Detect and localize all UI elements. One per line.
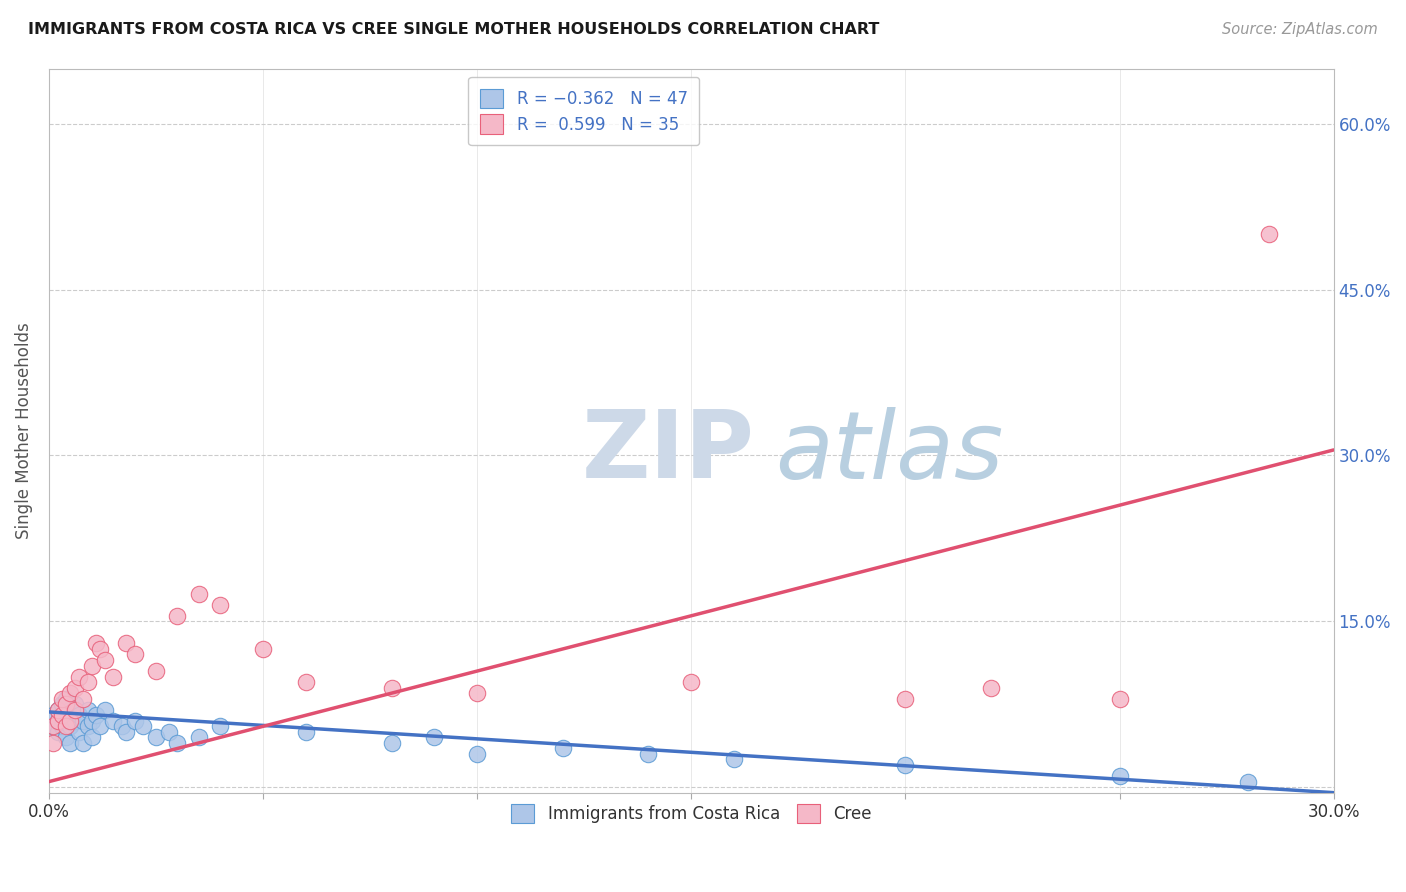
Point: [145, 664, 167, 678]
Point: [1108, 769, 1130, 783]
Point: [63, 703, 86, 717]
Point: [111, 719, 134, 733]
Point: [465, 747, 488, 761]
Point: [51, 719, 73, 733]
Point: [59, 703, 82, 717]
Point: [67, 708, 90, 723]
Point: [55, 691, 77, 706]
Point: [380, 736, 402, 750]
Point: [55, 719, 77, 733]
Point: [42, 708, 65, 723]
Point: [46, 703, 69, 717]
Point: [42, 719, 65, 733]
Point: [59, 736, 82, 750]
Point: [637, 747, 659, 761]
Point: [51, 708, 73, 723]
Point: [63, 697, 86, 711]
Point: [80, 714, 103, 728]
Point: [63, 681, 86, 695]
Point: [132, 719, 155, 733]
Point: [423, 731, 446, 745]
Point: [46, 714, 69, 728]
Point: [72, 714, 94, 728]
Point: [59, 686, 82, 700]
Point: [295, 675, 318, 690]
Point: [157, 724, 180, 739]
Point: [59, 714, 82, 728]
Text: Source: ZipAtlas.com: Source: ZipAtlas.com: [1222, 22, 1378, 37]
Point: [145, 731, 167, 745]
Point: [551, 741, 574, 756]
Point: [894, 758, 917, 772]
Point: [1108, 691, 1130, 706]
Point: [103, 714, 125, 728]
Point: [84, 708, 107, 723]
Point: [80, 731, 103, 745]
Point: [51, 697, 73, 711]
Point: [1258, 227, 1281, 242]
Legend: Immigrants from Costa Rica, Cree: Immigrants from Costa Rica, Cree: [499, 792, 883, 835]
Point: [103, 669, 125, 683]
Point: [55, 697, 77, 711]
Point: [124, 714, 146, 728]
Point: [115, 724, 138, 739]
Point: [252, 642, 274, 657]
Point: [67, 724, 90, 739]
Point: [295, 724, 318, 739]
Point: [209, 719, 232, 733]
Point: [55, 714, 77, 728]
Point: [465, 686, 488, 700]
Point: [76, 703, 98, 717]
Point: [894, 691, 917, 706]
Point: [72, 736, 94, 750]
Point: [723, 752, 745, 766]
Point: [115, 636, 138, 650]
Point: [166, 608, 188, 623]
Point: [42, 719, 65, 733]
Point: [46, 714, 69, 728]
Y-axis label: Single Mother Households: Single Mother Households: [15, 322, 32, 539]
Point: [380, 681, 402, 695]
Point: [76, 719, 98, 733]
Text: IMMIGRANTS FROM COSTA RICA VS CREE SINGLE MOTHER HOUSEHOLDS CORRELATION CHART: IMMIGRANTS FROM COSTA RICA VS CREE SINGL…: [28, 22, 880, 37]
Point: [72, 691, 94, 706]
Point: [63, 714, 86, 728]
Point: [67, 669, 90, 683]
Point: [46, 724, 69, 739]
Point: [1237, 774, 1260, 789]
Point: [209, 598, 232, 612]
Point: [76, 675, 98, 690]
Point: [84, 636, 107, 650]
Point: [51, 708, 73, 723]
Point: [55, 731, 77, 745]
Point: [93, 653, 115, 667]
Point: [681, 675, 703, 690]
Point: [46, 703, 69, 717]
Point: [80, 658, 103, 673]
Point: [42, 736, 65, 750]
Text: atlas: atlas: [775, 407, 1002, 498]
Point: [187, 587, 209, 601]
Point: [59, 719, 82, 733]
Point: [93, 703, 115, 717]
Point: [89, 719, 111, 733]
Text: ZIP: ZIP: [582, 407, 755, 499]
Point: [89, 642, 111, 657]
Point: [51, 691, 73, 706]
Point: [187, 731, 209, 745]
Point: [980, 681, 1002, 695]
Point: [124, 648, 146, 662]
Point: [166, 736, 188, 750]
